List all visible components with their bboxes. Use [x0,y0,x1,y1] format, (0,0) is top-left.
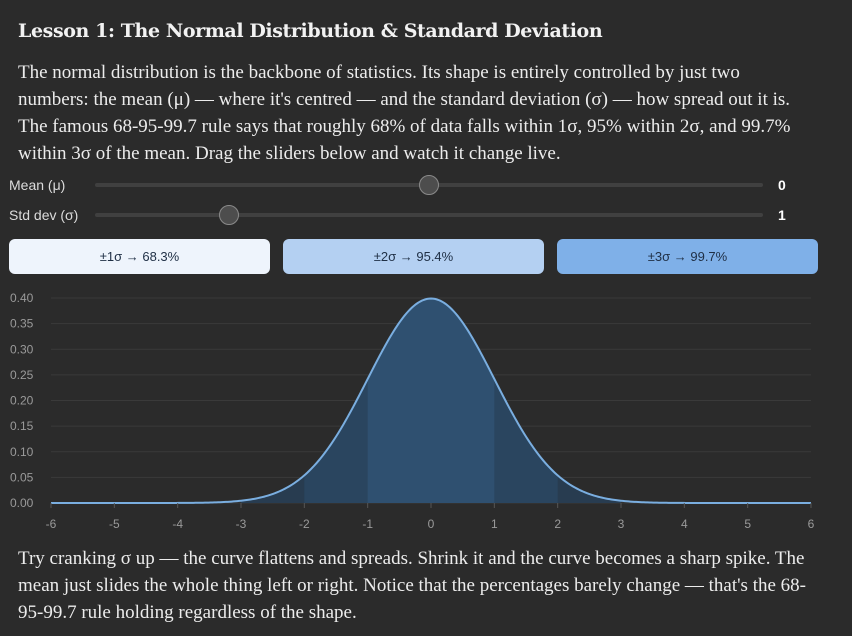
y-axis: 0.00 0.05 0.10 0.15 0.20 0.25 0.30 0.35 0.40 [10,291,34,510]
mean-slider-row: Mean (μ) 0 [0,173,852,197]
one-sigma-band [367,298,495,503]
x-tick-label: -2 [299,517,310,531]
std-slider-thumb[interactable] [218,205,239,225]
std-slider-label: Std dev (σ) [9,207,79,223]
y-tick-label: 0.05 [10,470,34,484]
x-tick-label: -5 [109,517,120,531]
mean-slider-thumb[interactable] [419,175,439,195]
one-sigma-button[interactable]: ±1σ → 68.3% [9,239,270,274]
std-value: 1 [778,207,786,223]
three-sigma-button[interactable]: ±3σ → 99.7% [557,239,818,274]
x-tick-label: 4 [681,517,688,531]
y-tick-label: 0.30 [10,342,34,356]
y-tick-label: 0.00 [10,496,34,510]
lesson-title: Lesson 1: The Normal Distribution & Stan… [18,20,603,42]
x-tick-label: 3 [618,517,625,531]
pdf-curve-group [51,297,811,504]
y-tick-label: 0.20 [10,394,34,408]
mean-slider-track[interactable] [95,175,763,195]
x-tick-label: 1 [491,517,498,531]
pdf-curve-line [51,297,811,504]
x-tick-label: -6 [46,517,57,531]
x-tick-label: 0 [428,517,435,531]
x-tick-label: 2 [554,517,561,531]
x-tick-label: 6 [808,517,815,531]
normal-distribution-chart: 0.000.050.100.150.200.250.300.350.40 -6-… [10,291,815,531]
y-tick-label: 0.40 [10,291,34,305]
x-tick-label: -3 [236,517,247,531]
lesson-intro-text: The normal distribution is the backbone … [18,62,791,164]
sigma-bands [241,298,621,503]
mean-value: 0 [778,177,786,193]
x-tick-label: -1 [362,517,373,531]
mean-slider-label: Mean (μ) [9,177,66,193]
x-tick-label: -4 [172,517,183,531]
y-tick-label: 0.25 [10,368,34,382]
two-sigma-button[interactable]: ±2σ → 95.4% [283,239,544,274]
y-tick-label: 0.35 [10,317,34,331]
std-slider-track[interactable] [95,205,763,225]
lesson-outro-text: Try cranking σ up — the curve flattens a… [18,548,806,623]
x-axis: -6 -5 -4 -3 -2 -1 0 1 2 3 4 5 6 [46,503,815,531]
std-slider-row: Std dev (σ) 1 [0,203,852,227]
y-tick-label: 0.15 [10,419,34,433]
y-tick-label: 0.10 [10,445,34,459]
x-tick-label: 5 [744,517,751,531]
